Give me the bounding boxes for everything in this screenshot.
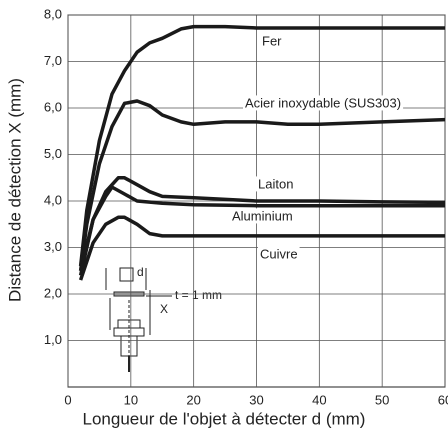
data-line [78,99,446,272]
series-label: Laiton [258,176,293,191]
y-tick-label: 3,0 [44,239,62,254]
annotation: d [137,265,144,279]
y-tick-label: 5,0 [44,146,62,161]
x-tick-label: 50 [375,392,389,407]
series-label: Acier inoxydable (SUS303) [245,95,401,110]
x-tick-label: 10 [124,392,138,407]
y-tick-label: 1,0 [44,332,62,347]
label-bg [258,246,300,262]
data-line [78,185,445,276]
x-tick-label: 20 [186,392,200,407]
x-axis-title: Longueur de l'objet à détecter d (mm) [83,409,366,428]
x-tick-label: 30 [249,392,263,407]
y-tick-label: 2,0 [44,285,62,300]
x-tick-label: 40 [312,392,326,407]
annotation: X [160,302,168,316]
series-label: Cuivre [260,246,298,261]
label-bg [256,176,296,192]
annotation: t = 1 mm [175,288,222,302]
series-label: Aluminium [232,208,293,223]
y-tick-label: 6,0 [44,99,62,114]
y-axis-title: Distance de détection X (mm) [5,78,24,302]
data-line [78,24,445,267]
label-bg [260,33,285,49]
inset-diagram [105,267,172,372]
label-bg [230,208,295,224]
x-tick-label: 0 [64,392,71,407]
label-bg [243,95,404,111]
y-tick-label: 4,0 [44,192,62,207]
data-line [78,176,446,272]
data-line [78,215,445,281]
y-tick-label: 8,0 [44,6,62,21]
series-label: Fer [262,33,282,48]
y-tick-label: 7,0 [44,53,62,68]
x-tick-label: 60 [438,392,448,407]
